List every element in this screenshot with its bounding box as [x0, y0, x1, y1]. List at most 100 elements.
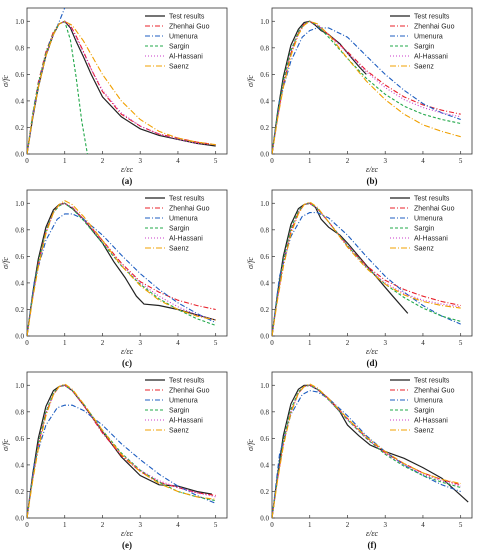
series-line-zhenhai-guo	[272, 384, 461, 518]
x-axis-label: ε/εc	[366, 529, 379, 538]
x-axis-label: ε/εc	[121, 347, 134, 356]
y-tick-label: 0.2	[15, 124, 24, 132]
legend-entry: Umenura	[169, 398, 198, 405]
series-line-sargin	[272, 202, 461, 336]
legend-entry: Sargin	[414, 408, 434, 415]
x-tick-label: 3	[138, 157, 142, 165]
y-tick-label: 0.6	[260, 71, 269, 79]
x-tick-label: 2	[101, 157, 105, 165]
series-line-al-hassani	[272, 384, 461, 518]
panel-label: (b)	[367, 176, 378, 186]
x-tick-label: 2	[346, 339, 350, 347]
x-tick-label: 3	[138, 521, 142, 529]
y-tick-label: 0.6	[260, 253, 269, 261]
legend-entry: Sargin	[169, 408, 189, 415]
y-tick-label: 0.8	[260, 408, 269, 416]
series-line-test-results	[27, 20, 216, 154]
x-tick-label: 3	[383, 157, 387, 165]
chart-panel-f: 0 1 2 3 4 5 0.0 0.2 0.4 0.6 0.8 1.0 ε/εc σ/fc Test res…	[246, 371, 473, 550]
legend-entry: Saenz	[414, 428, 434, 435]
series-line-saenz	[272, 20, 461, 154]
y-tick-label: 0.4	[260, 279, 269, 287]
y-axis-label: σ/fc	[1, 75, 10, 87]
plot-frame	[26, 371, 228, 519]
legend-entry: Al-Hassani	[414, 54, 448, 61]
x-tick-label: 0	[25, 339, 29, 347]
x-axis-label: ε/εc	[121, 165, 134, 174]
chart-panel-e: 0 1 2 3 4 5 0.0 0.2 0.4 0.6 0.8 1.0 ε/εc σ/fc Test res…	[1, 371, 228, 550]
y-tick-label: 0.0	[260, 333, 269, 341]
chart-panel-b: 0 1 2 3 4 5 0.0 0.2 0.4 0.6 0.8 1.0 ε/εc σ/fc Test res…	[246, 7, 473, 186]
series-line-sargin	[272, 384, 461, 518]
x-tick-label: 0	[270, 157, 274, 165]
x-tick-label: 0	[25, 521, 29, 529]
x-tick-label: 2	[346, 157, 350, 165]
plot-frame	[26, 7, 228, 155]
x-tick-label: 4	[176, 521, 180, 529]
y-tick-label: 1.0	[15, 18, 24, 26]
legend-entry: Test results	[414, 14, 450, 21]
series-line-test-results	[272, 384, 469, 518]
y-tick-label: 1.0	[15, 200, 24, 208]
y-axis-label: σ/fc	[246, 257, 255, 269]
legend-entry: Sargin	[414, 44, 434, 51]
chart-panel-a: 0 1 2 3 4 5 0.0 0.2 0.4 0.6 0.8 1.0 ε/εc σ/fc Test res…	[1, 7, 228, 186]
x-tick-label: 1	[63, 339, 67, 347]
legend-entry: Umenura	[169, 216, 198, 223]
x-tick-label: 3	[383, 339, 387, 347]
series-line-saenz	[272, 383, 461, 518]
y-tick-label: 0.6	[15, 435, 24, 443]
panel-label: (c)	[122, 358, 132, 368]
legend-entry: Saenz	[414, 246, 434, 253]
y-tick-label: 0.0	[260, 515, 269, 523]
legend-entry: Saenz	[169, 246, 189, 253]
series-line-umenura	[27, 213, 216, 336]
plot-frame	[271, 371, 473, 519]
legend-entry: Al-Hassani	[414, 236, 448, 243]
x-axis-label: ε/εc	[366, 165, 379, 174]
legend-entry: Saenz	[414, 64, 434, 71]
legend-entry: Test results	[169, 196, 205, 203]
y-tick-label: 1.0	[260, 18, 269, 26]
legend-entry: Sargin	[169, 226, 189, 233]
x-tick-label: 3	[383, 521, 387, 529]
series-line-test-results	[27, 202, 216, 336]
y-axis-label: σ/fc	[246, 75, 255, 87]
legend-entry: Test results	[414, 378, 450, 385]
series-line-zhenhai-guo	[27, 384, 216, 518]
legend-entry: Zhenhai Guo	[169, 388, 210, 395]
series-line-zhenhai-guo	[272, 20, 461, 154]
y-tick-label: 0.0	[15, 151, 24, 159]
y-tick-label: 0.8	[260, 226, 269, 234]
x-tick-label: 3	[138, 339, 142, 347]
x-tick-label: 5	[459, 521, 463, 529]
y-axis-label: σ/fc	[1, 257, 10, 269]
legend-entry: Al-Hassani	[414, 418, 448, 425]
series-line-saenz	[27, 20, 216, 154]
y-tick-label: 0.0	[260, 151, 269, 159]
x-tick-label: 4	[421, 521, 425, 529]
x-tick-label: 0	[25, 157, 29, 165]
y-tick-label: 0.4	[260, 461, 269, 469]
y-axis-label: σ/fc	[246, 439, 255, 451]
series-line-test-results	[272, 202, 409, 336]
series-line-umenura	[272, 27, 461, 154]
y-tick-label: 1.0	[260, 200, 269, 208]
y-tick-label: 0.6	[260, 435, 269, 443]
legend-entry: Test results	[169, 14, 205, 21]
x-tick-label: 4	[176, 157, 180, 165]
y-tick-label: 0.4	[260, 97, 269, 105]
legend-entry: Test results	[169, 378, 205, 385]
y-tick-label: 0.2	[15, 306, 24, 314]
chart-panel-c: 0 1 2 3 4 5 0.0 0.2 0.4 0.6 0.8 1.0 ε/εc σ/fc Test res…	[1, 189, 228, 368]
x-tick-label: 5	[214, 157, 218, 165]
y-tick-label: 1.0	[15, 382, 24, 390]
series-line-test-results	[272, 20, 367, 154]
series-line-zhenhai-guo	[27, 20, 216, 154]
legend-entry: Zhenhai Guo	[169, 24, 210, 31]
y-tick-label: 0.8	[15, 226, 24, 234]
y-tick-label: 0.4	[15, 279, 24, 287]
series-line-saenz	[272, 201, 461, 336]
x-tick-label: 0	[270, 339, 274, 347]
